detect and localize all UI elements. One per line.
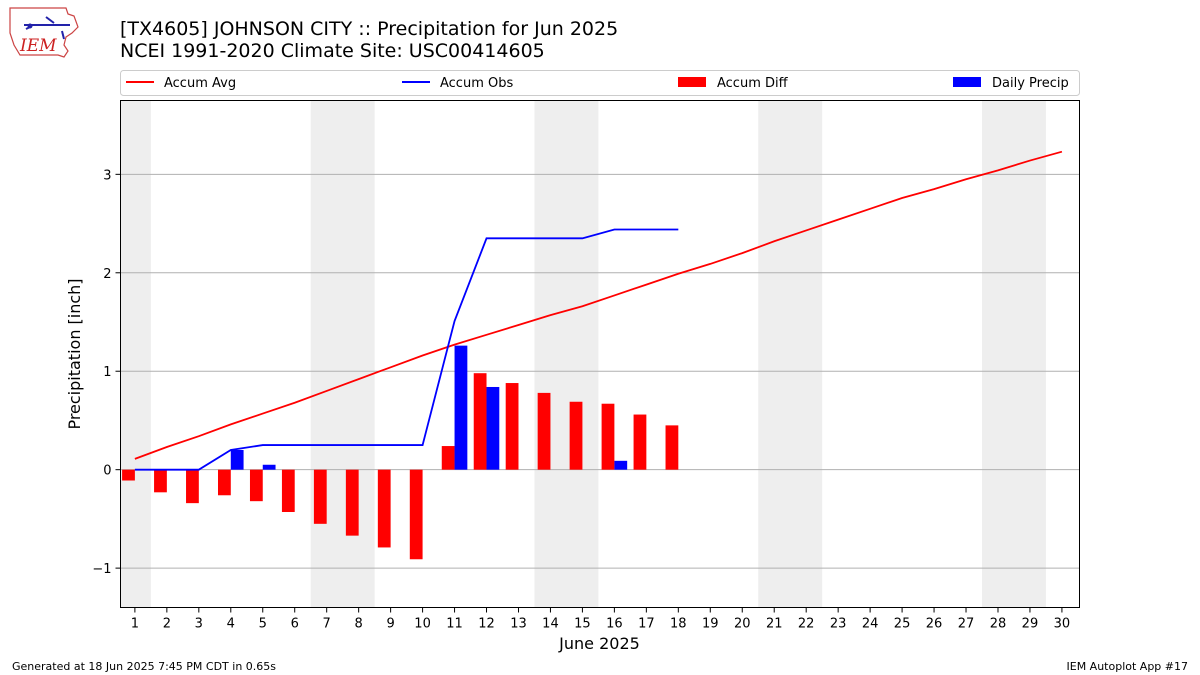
- x-tick-label-13: 13: [510, 617, 527, 632]
- x-tick-label-7: 7: [323, 617, 331, 632]
- accum-diff-bar-9: [377, 469, 391, 548]
- accum-diff-bar-5: [249, 469, 263, 502]
- y-axis-ticks: −1 0 1 2 3: [92, 168, 121, 577]
- x-tick-label-11: 11: [446, 617, 463, 632]
- legend-daily-precip-swatch: [953, 77, 981, 87]
- x-tick-label-30: 30: [1054, 617, 1071, 632]
- x-tick-label-24: 24: [862, 617, 879, 632]
- accum-diff-bar-18: [665, 425, 679, 470]
- x-tick-label-2: 2: [163, 617, 171, 632]
- weekend-shading: [120, 100, 1046, 608]
- x-tick-label-23: 23: [830, 617, 847, 632]
- generated-note: Generated at 18 Jun 2025 7:45 PM CDT in …: [12, 660, 277, 673]
- y-tick-label-3: 2: [103, 267, 111, 282]
- x-tick-label-10: 10: [414, 617, 431, 632]
- x-tick-label-5: 5: [259, 617, 267, 632]
- weekend-band-1: [310, 100, 375, 608]
- plot-frame: [120, 100, 1080, 608]
- accum-diff-bar-10: [409, 469, 423, 560]
- line-series: [134, 150, 1063, 471]
- legend: Accum Avg Accum Obs Accum Diff Daily Precip: [120, 70, 1080, 96]
- weekend-band-2: [534, 100, 599, 608]
- grid-lines: [120, 173, 1080, 569]
- x-tick-label-1: 1: [131, 617, 139, 632]
- legend-box: [120, 70, 1080, 96]
- x-tick-label-20: 20: [734, 617, 751, 632]
- legend-accum-diff-swatch: [678, 77, 706, 87]
- accum-diff-bar-6: [281, 469, 295, 513]
- x-tick-label-6: 6: [291, 617, 299, 632]
- accum-diff-bar-3: [186, 469, 199, 504]
- legend-accum-diff-label: Accum Diff: [717, 76, 789, 91]
- x-axis-label: June 2025: [558, 634, 640, 653]
- legend-daily-precip-label: Daily Precip: [992, 76, 1069, 91]
- accum-diff-bar-15: [569, 401, 583, 470]
- daily-precip-bar-12: [486, 386, 500, 470]
- chart-subtitle: NCEI 1991-2020 Climate Site: USC00414605: [120, 40, 545, 62]
- x-tick-label-9: 9: [386, 617, 394, 632]
- accum-diff-bar-2: [154, 469, 167, 493]
- x-tick-label-27: 27: [958, 617, 975, 632]
- accum-avg-line: [134, 150, 1063, 460]
- chart-title: [TX4605] JOHNSON CITY :: Precipitation f…: [120, 18, 619, 40]
- accum-diff-bar-7: [313, 469, 327, 524]
- x-tick-label-28: 28: [990, 617, 1007, 632]
- y-tick-label-4: 3: [103, 168, 111, 183]
- y-tick-label-0: −1: [92, 562, 111, 577]
- accum-diff-bar-11: [441, 446, 455, 470]
- x-tick-label-21: 21: [766, 617, 783, 632]
- daily-precip-bar-16: [614, 460, 628, 470]
- weekend-band-3: [758, 100, 823, 608]
- accum-diff-bar-13: [505, 383, 519, 470]
- x-tick-label-29: 29: [1022, 617, 1039, 632]
- x-tick-label-8: 8: [355, 617, 363, 632]
- daily-precip-bar-4: [230, 449, 244, 470]
- weekend-band-4: [982, 100, 1046, 608]
- accum-diff-bar-8: [345, 469, 359, 536]
- x-tick-label-19: 19: [702, 617, 719, 632]
- x-tick-label-12: 12: [478, 617, 495, 632]
- accum-diff-bar-4: [217, 469, 231, 496]
- app-credit: IEM Autoplot App #17: [1066, 660, 1189, 673]
- weekend-band-0: [120, 100, 151, 608]
- accum-diff-bar-17: [633, 414, 647, 470]
- x-tick-label-25: 25: [894, 617, 911, 632]
- x-tick-label-18: 18: [670, 617, 687, 632]
- accum-diff-bar-16: [601, 403, 615, 470]
- daily-precip-bar-11: [454, 345, 468, 470]
- y-tick-label-2: 1: [103, 365, 111, 380]
- legend-accum-avg-label: Accum Avg: [164, 76, 236, 91]
- x-tick-label-17: 17: [638, 617, 655, 632]
- iem-logo: IEM: [9, 7, 79, 58]
- daily-precip-bar-5: [262, 464, 276, 470]
- legend-accum-obs-label: Accum Obs: [440, 76, 513, 91]
- accum-diff-bar-14: [537, 392, 551, 470]
- x-tick-label-14: 14: [542, 617, 559, 632]
- logo-text: IEM: [19, 36, 57, 56]
- x-tick-label-15: 15: [574, 617, 591, 632]
- x-tick-label-22: 22: [798, 617, 815, 632]
- accum-diff-bar-12: [473, 373, 487, 470]
- y-tick-label-1: 0: [103, 464, 111, 479]
- x-axis-ticks: 1 2 3 4 5 6 7 8 9 10 11 12 13 14 15 16 17 18 19 20 21 22 23 24 2…: [131, 607, 1071, 632]
- x-tick-label-26: 26: [926, 617, 943, 632]
- bar-series: [122, 345, 679, 560]
- y-axis-label: Precipitation [inch]: [65, 278, 84, 429]
- accum-diff-bar-1: [122, 469, 135, 481]
- x-tick-label-3: 3: [195, 617, 203, 632]
- x-tick-label-16: 16: [606, 617, 623, 632]
- accum-obs-line: [134, 228, 679, 471]
- x-tick-label-4: 4: [227, 617, 235, 632]
